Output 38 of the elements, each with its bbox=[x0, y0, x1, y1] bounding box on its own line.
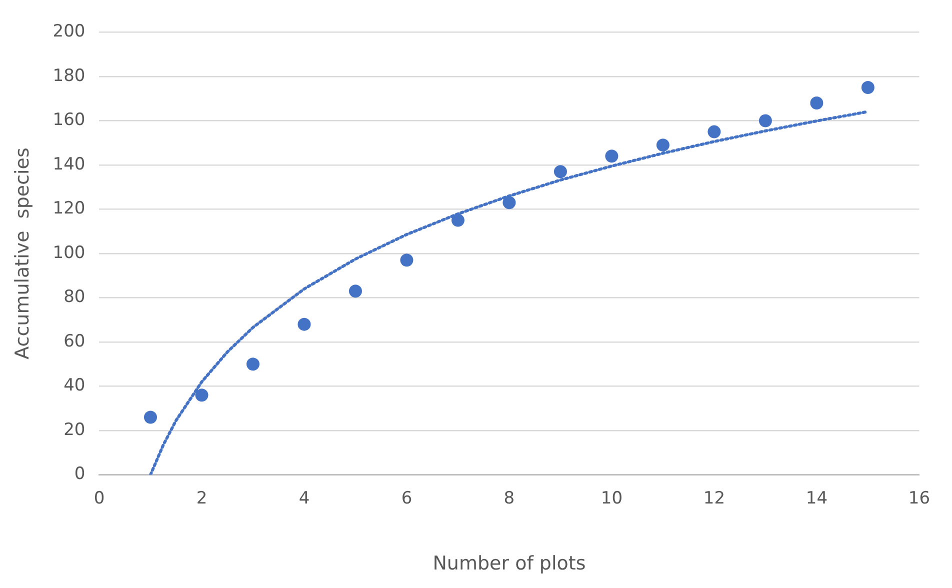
point bbox=[451, 214, 464, 227]
line-series bbox=[148, 110, 870, 475]
point bbox=[554, 165, 567, 178]
x-tick-label: 0 bbox=[94, 488, 105, 508]
point bbox=[195, 388, 208, 402]
y-tick-label: 140 bbox=[52, 154, 86, 174]
x-tick-label: 2 bbox=[196, 488, 208, 508]
y-tick-label: 180 bbox=[52, 66, 86, 86]
y-tick-label: 20 bbox=[64, 420, 86, 440]
y-tick-label: 40 bbox=[64, 376, 86, 396]
point bbox=[656, 138, 670, 152]
point bbox=[758, 114, 772, 128]
y-tick-label: 60 bbox=[64, 331, 86, 352]
y-tick-label: 0 bbox=[74, 464, 86, 484]
point bbox=[502, 196, 516, 210]
x-tick-label: 10 bbox=[600, 488, 623, 508]
y-tick-label: 160 bbox=[52, 110, 86, 130]
y-axis-title: Accumulative species bbox=[11, 148, 34, 360]
point bbox=[400, 254, 414, 267]
y-tick-label: 100 bbox=[52, 242, 86, 263]
y-tick-label: 120 bbox=[52, 198, 86, 219]
x-axis-title: Number of plots bbox=[432, 552, 586, 575]
point bbox=[605, 150, 618, 163]
y-tick-label: 80 bbox=[64, 287, 86, 308]
x-tick-label: 6 bbox=[401, 488, 412, 508]
point bbox=[861, 81, 874, 94]
point bbox=[246, 358, 260, 371]
x-tick-label: 8 bbox=[504, 488, 515, 508]
x-tick-label: 12 bbox=[703, 488, 726, 508]
point bbox=[810, 96, 824, 110]
x-tick-label: 4 bbox=[298, 488, 310, 508]
point bbox=[144, 410, 157, 424]
point bbox=[348, 284, 362, 298]
point bbox=[708, 125, 721, 138]
point bbox=[298, 318, 311, 331]
y-tick-label: 200 bbox=[52, 22, 86, 42]
x-tick-label: 16 bbox=[908, 488, 930, 508]
x-tick-label: 14 bbox=[806, 488, 828, 508]
